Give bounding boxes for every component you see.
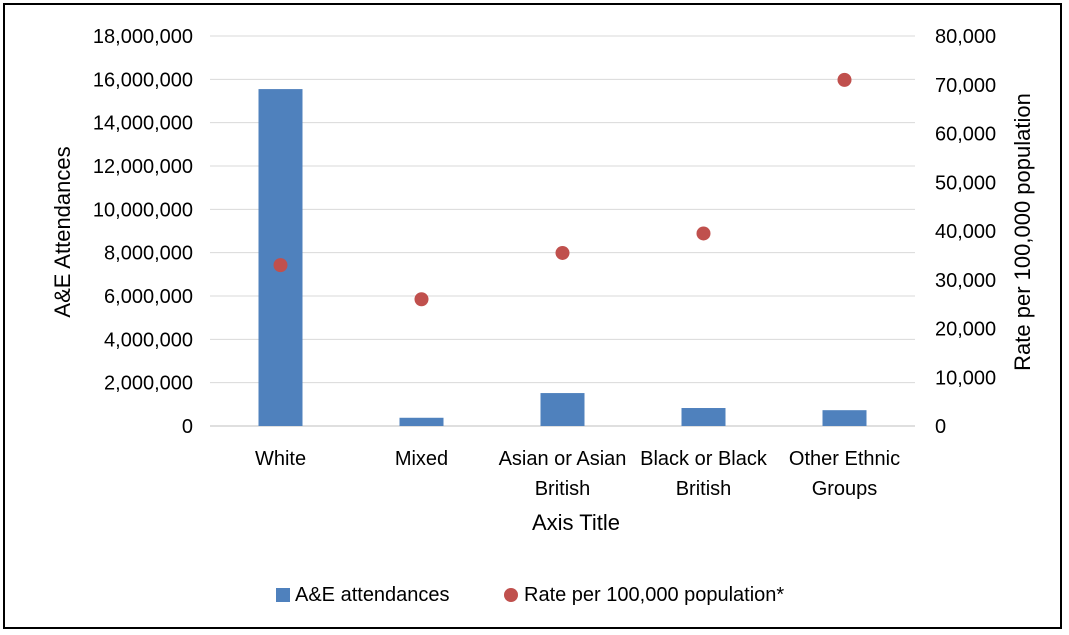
scatter-series	[273, 72, 852, 307]
bar	[399, 417, 444, 426]
y-tick-label: 10,000,000	[93, 199, 193, 221]
x-tick-label-line: Asian or Asian	[499, 448, 627, 470]
y2-tick-label: 80,000	[935, 26, 996, 48]
y-tick-label: 6,000,000	[104, 286, 193, 308]
y2-tick-label: 50,000	[935, 172, 996, 194]
x-tick-label-line: British	[676, 478, 732, 500]
y2-tick-label: 10,000	[935, 367, 996, 389]
legend: A&E attendances Rate per 100,000 populat…	[276, 584, 784, 606]
x-tick-label: White	[255, 448, 306, 470]
chart-frame	[3, 3, 1062, 629]
x-tick-label: Other Ethnic Groups	[789, 448, 900, 500]
y-tick-label: 16,000,000	[93, 69, 193, 91]
x-tick-label-line: Groups	[812, 478, 878, 500]
scatter-point	[555, 245, 570, 260]
y-tick-label: 4,000,000	[104, 329, 193, 351]
y2-tick-label: 20,000	[935, 319, 996, 341]
y-tick-label: 8,000,000	[104, 243, 193, 265]
bar	[681, 408, 726, 426]
scatter-point	[837, 72, 852, 87]
legend-label-rate: Rate per 100,000 population*	[524, 584, 784, 606]
y-tick-label: 18,000,000	[93, 26, 193, 48]
y-axis-title: A&E Attendances	[50, 146, 75, 317]
y-tick-label: 12,000,000	[93, 156, 193, 178]
y-axis-right-ticks: 0 10,000 20,000 30,000 40,000 50,000 60,000 70,…	[935, 26, 996, 438]
x-tick-label-line: British	[535, 478, 591, 500]
bar	[822, 410, 867, 426]
x-tick-label: Mixed	[395, 448, 448, 470]
bar	[258, 89, 303, 426]
x-tick-label: Black or Black British	[640, 448, 768, 500]
y-tick-label: 14,000,000	[93, 113, 193, 135]
y-tick-label: 0	[182, 416, 193, 438]
x-tick-label-line: White	[255, 448, 306, 470]
y2-tick-label: 60,000	[935, 124, 996, 146]
bar-series	[258, 89, 867, 426]
x-axis-title: Axis Title	[532, 510, 620, 535]
y2-tick-label: 0	[935, 416, 946, 438]
x-tick-label-line: Black or Black	[640, 448, 768, 470]
x-tick-label-line: Mixed	[395, 448, 448, 470]
legend-swatch-bar	[276, 588, 290, 602]
y-tick-label: 2,000,000	[104, 373, 193, 395]
y2-tick-label: 40,000	[935, 221, 996, 243]
scatter-point	[696, 226, 711, 241]
y-axis-left-ticks: 0 2,000,000 4,000,000 6,000,000 8,000,000 10,…	[93, 26, 193, 438]
gridlines	[210, 35, 915, 427]
x-tick-label-line: Other Ethnic	[789, 448, 900, 470]
y2-axis-title: Rate per 100,000 population	[1010, 93, 1035, 371]
scatter-point	[414, 292, 429, 307]
legend-label-attendances: A&E attendances	[295, 584, 450, 606]
x-tick-label: Asian or Asian British	[499, 448, 627, 500]
bar	[540, 393, 585, 426]
legend-swatch-dot	[504, 588, 518, 602]
scatter-point	[273, 258, 288, 273]
y2-tick-label: 70,000	[935, 75, 996, 97]
y2-tick-label: 30,000	[935, 270, 996, 292]
